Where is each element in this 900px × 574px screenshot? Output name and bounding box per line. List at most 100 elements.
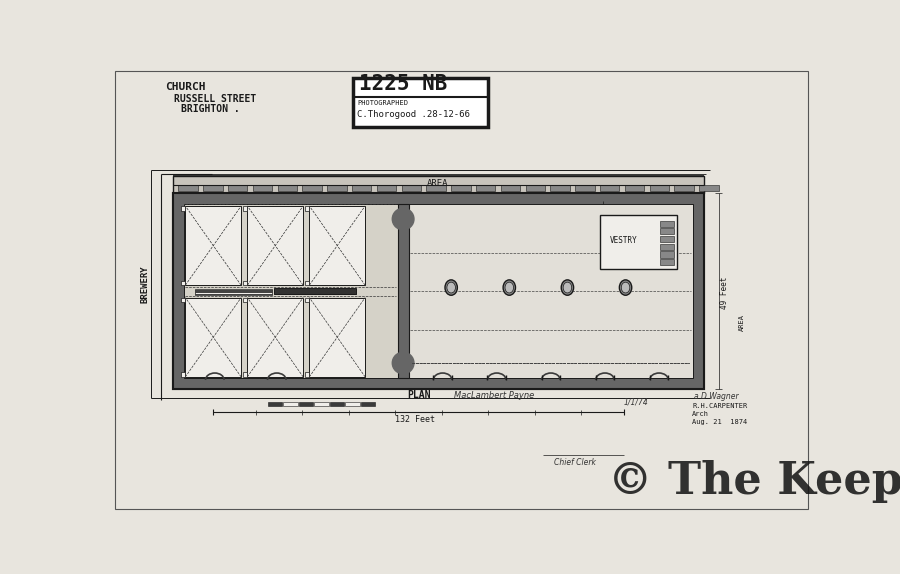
Bar bbox=[314, 402, 328, 406]
Bar bbox=[345, 402, 360, 406]
Bar bbox=[451, 185, 471, 191]
Bar bbox=[352, 185, 372, 191]
Text: MacLambert Payne: MacLambert Payne bbox=[454, 391, 534, 400]
Text: 1/1/74: 1/1/74 bbox=[624, 398, 649, 406]
Bar bbox=[661, 220, 674, 227]
Bar bbox=[526, 185, 545, 191]
Bar bbox=[194, 289, 272, 290]
Ellipse shape bbox=[621, 282, 630, 293]
Bar bbox=[310, 206, 365, 285]
Bar bbox=[575, 185, 595, 191]
Bar bbox=[194, 294, 272, 295]
Ellipse shape bbox=[503, 280, 516, 295]
Text: PLAN: PLAN bbox=[407, 390, 430, 400]
Text: BREWERY: BREWERY bbox=[140, 265, 149, 302]
Bar bbox=[173, 193, 184, 389]
Bar bbox=[409, 204, 693, 378]
Bar bbox=[305, 297, 310, 302]
Bar bbox=[173, 176, 704, 193]
Bar bbox=[173, 193, 704, 204]
Bar bbox=[661, 244, 674, 250]
Ellipse shape bbox=[445, 280, 457, 295]
Text: VESTRY: VESTRY bbox=[609, 236, 637, 245]
Bar bbox=[185, 206, 241, 285]
Bar bbox=[305, 206, 310, 211]
Bar bbox=[305, 373, 310, 377]
Bar bbox=[178, 185, 198, 191]
Ellipse shape bbox=[505, 282, 514, 293]
Text: C.Thorogood .28-12-66: C.Thorogood .28-12-66 bbox=[357, 110, 471, 119]
Bar bbox=[476, 185, 495, 191]
Bar bbox=[305, 281, 310, 285]
Bar bbox=[661, 236, 674, 242]
Bar bbox=[625, 185, 644, 191]
Text: CHURCH: CHURCH bbox=[166, 83, 206, 92]
Bar bbox=[427, 185, 446, 191]
Bar bbox=[302, 185, 322, 191]
Text: Arch: Arch bbox=[692, 411, 709, 417]
Bar bbox=[674, 185, 694, 191]
Bar bbox=[243, 373, 248, 377]
Text: a D Wagner: a D Wagner bbox=[694, 392, 738, 401]
Bar bbox=[377, 185, 396, 191]
Bar bbox=[661, 259, 674, 265]
Text: © The Keep: © The Keep bbox=[608, 460, 900, 503]
Circle shape bbox=[392, 352, 414, 374]
Bar bbox=[181, 373, 185, 377]
Bar bbox=[185, 297, 241, 377]
Bar bbox=[699, 185, 718, 191]
Bar bbox=[253, 185, 272, 191]
Bar bbox=[650, 185, 669, 191]
Ellipse shape bbox=[562, 280, 573, 295]
Bar bbox=[181, 281, 185, 285]
Bar bbox=[693, 193, 704, 389]
Text: R.H.CARPENTER: R.H.CARPENTER bbox=[692, 404, 747, 409]
Bar bbox=[173, 193, 704, 389]
Bar bbox=[181, 206, 185, 211]
Bar bbox=[248, 297, 303, 377]
Ellipse shape bbox=[447, 282, 455, 293]
Bar bbox=[194, 291, 272, 292]
Bar bbox=[328, 185, 346, 191]
Ellipse shape bbox=[619, 280, 632, 295]
Circle shape bbox=[392, 208, 414, 230]
Text: Aug. 21  1874: Aug. 21 1874 bbox=[692, 419, 747, 425]
Bar bbox=[181, 297, 185, 302]
Bar bbox=[661, 228, 674, 234]
Bar bbox=[267, 402, 283, 406]
Bar bbox=[184, 204, 398, 378]
Bar bbox=[401, 185, 421, 191]
Bar bbox=[551, 185, 570, 191]
Text: 1225 NB: 1225 NB bbox=[359, 75, 447, 95]
Text: AREA: AREA bbox=[739, 314, 744, 331]
Bar bbox=[194, 290, 272, 291]
Bar bbox=[184, 204, 693, 378]
Bar bbox=[243, 297, 248, 302]
Bar bbox=[600, 185, 619, 191]
Bar bbox=[500, 185, 520, 191]
Bar bbox=[310, 297, 365, 377]
Bar bbox=[274, 288, 356, 294]
Bar bbox=[173, 193, 704, 389]
Text: RUSSELL STREET: RUSSELL STREET bbox=[175, 94, 256, 104]
Ellipse shape bbox=[563, 282, 572, 293]
Text: AREA: AREA bbox=[428, 179, 449, 188]
Bar bbox=[661, 251, 674, 258]
Bar bbox=[248, 206, 303, 285]
Text: 132 Feet: 132 Feet bbox=[395, 416, 435, 424]
Text: Chief Clerk: Chief Clerk bbox=[554, 457, 596, 467]
Text: BRIGHTON .: BRIGHTON . bbox=[181, 104, 239, 114]
Bar bbox=[277, 185, 297, 191]
Bar bbox=[600, 215, 678, 269]
Bar bbox=[329, 402, 344, 406]
Bar bbox=[353, 78, 489, 127]
Bar bbox=[173, 378, 704, 389]
Bar bbox=[203, 185, 222, 191]
Text: PHOTOGRAPHED: PHOTOGRAPHED bbox=[357, 100, 409, 106]
Bar bbox=[361, 402, 375, 406]
Bar bbox=[398, 204, 409, 378]
Text: 49 Feet: 49 Feet bbox=[720, 277, 729, 309]
Bar bbox=[243, 206, 248, 211]
Bar bbox=[283, 402, 298, 406]
Bar bbox=[228, 185, 248, 191]
